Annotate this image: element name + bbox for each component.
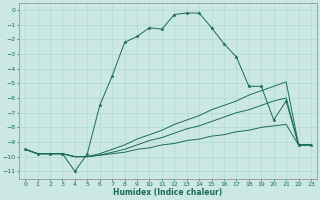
- X-axis label: Humidex (Indice chaleur): Humidex (Indice chaleur): [114, 188, 223, 197]
